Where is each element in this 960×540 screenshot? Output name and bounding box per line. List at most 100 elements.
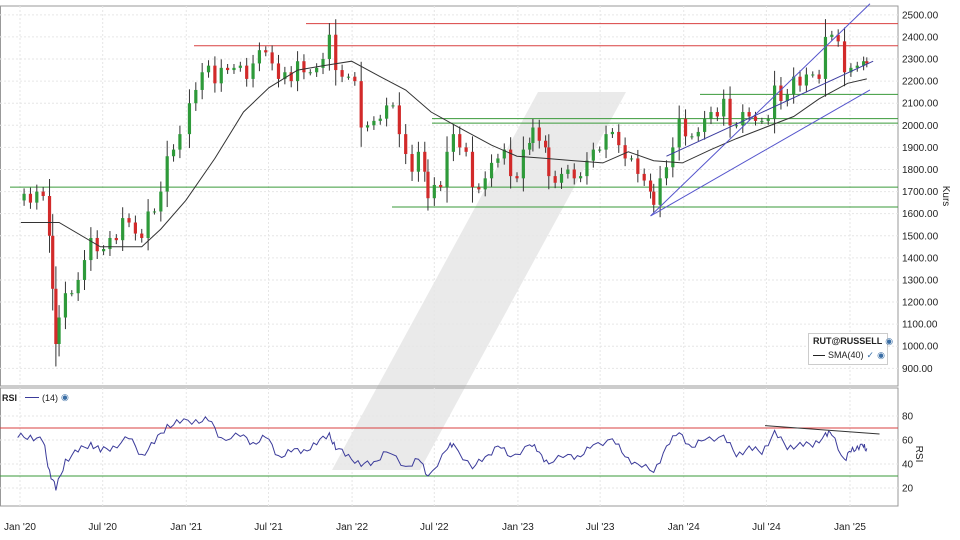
candle-body (690, 136, 694, 138)
candle-body (798, 76, 802, 86)
y-tick-label: 2100.00 (902, 99, 939, 110)
legend-symbol: RUT@RUSSELL (813, 336, 883, 346)
candle-body (28, 193, 33, 203)
candle-body (152, 211, 157, 213)
candle-body (82, 260, 87, 280)
x-tick-label: Jan '20 (4, 522, 36, 533)
y-tick-label: 1900.00 (902, 143, 939, 154)
candle-body (464, 147, 468, 152)
candle-body (804, 74, 808, 86)
candle-body (528, 142, 532, 150)
candle-body (642, 173, 646, 181)
candle-body (553, 176, 557, 183)
trend-channel-line (666, 60, 874, 157)
candle-body (47, 196, 52, 236)
candle-body (385, 105, 389, 119)
y-tick-label: 1100.00 (902, 320, 938, 331)
candle-body (703, 118, 707, 132)
rsi-divergence-line (765, 425, 880, 435)
candle-body (114, 237, 118, 241)
candle-body (426, 171, 430, 199)
candle-body (108, 237, 112, 250)
candle-body (579, 176, 583, 179)
rsi-plot-frame (0, 387, 899, 507)
y-tick-label: 1500.00 (902, 231, 939, 242)
candle-body (766, 118, 770, 121)
rsi-legend-period: (14) (42, 392, 59, 403)
x-tick-label: Jan '22 (336, 522, 368, 533)
candle-body (397, 105, 401, 135)
candle-body (165, 156, 169, 192)
legend-sma: SMA(40) (828, 350, 864, 360)
rsi-y-tick-label: 60 (902, 436, 914, 447)
settings-icon[interactable]: ◉ (61, 392, 69, 402)
candle-body (35, 191, 39, 203)
rsi-swatch (25, 397, 40, 398)
candle-body (544, 140, 548, 148)
candle-body (432, 184, 436, 199)
candle-body (760, 120, 764, 122)
candle-body (509, 149, 513, 177)
candle-body (232, 67, 236, 71)
candle-body (572, 169, 576, 179)
candle-body (547, 147, 551, 177)
candle-body (458, 134, 462, 148)
candle-body (677, 118, 681, 148)
candle-body (658, 178, 662, 205)
candle-body (741, 112, 745, 126)
candle-body (785, 94, 789, 101)
candle-body (219, 67, 223, 84)
candle-body (308, 72, 312, 74)
candle-body (340, 70, 344, 77)
candle-body (264, 50, 268, 53)
x-tick-label: Jul '24 (752, 522, 781, 533)
candle-body (648, 180, 653, 192)
candle-body (502, 149, 506, 159)
candle-body (652, 191, 656, 205)
candle-body (598, 149, 602, 151)
candle-body (327, 34, 331, 60)
candle-body (57, 317, 61, 345)
candle-body (245, 65, 249, 79)
candle-body (41, 191, 45, 196)
candle-body (617, 131, 621, 146)
y-tick-label: 2200.00 (902, 77, 939, 88)
candle-body (591, 149, 595, 161)
candles (22, 19, 869, 367)
y-tick-label: 2400.00 (902, 32, 939, 43)
watermark-logo (332, 92, 626, 470)
candle-body (51, 235, 55, 289)
candle-body (865, 61, 869, 64)
candle-body (779, 85, 783, 101)
candle-body (585, 160, 589, 177)
candle-body (483, 178, 487, 190)
candle-body (206, 65, 211, 73)
candle-body (295, 61, 300, 82)
check-icon[interactable]: ✓ (866, 349, 875, 360)
trend-channel-line (650, 3, 871, 217)
candle-body (187, 103, 192, 135)
candle-body (140, 233, 144, 238)
candle-body (404, 134, 408, 155)
settings-icon[interactable]: ◉ (885, 335, 894, 346)
price-legend: RUT@RUSSELL ◉ SMA(40) ✓ ◉ (808, 333, 893, 365)
candle-body (171, 149, 176, 157)
candle-body (391, 105, 395, 107)
settings-icon[interactable]: ◉ (877, 349, 885, 360)
candle-body (257, 50, 262, 64)
candle-body (70, 293, 74, 295)
x-tick-label: Jan '25 (834, 522, 866, 533)
rsi-y-tick-label: 40 (902, 460, 914, 471)
candle-body (559, 173, 564, 183)
candle-body (200, 72, 204, 90)
candle-body (127, 218, 131, 223)
candle-body (811, 74, 815, 76)
trend-channel-line (650, 89, 871, 217)
candle-body (671, 147, 675, 168)
candle-body (842, 41, 847, 73)
y-tick-label: 1300.00 (902, 275, 939, 286)
candle-body (289, 72, 293, 82)
rsi-legend: RSI (14) ◉ (2, 392, 69, 403)
candle-body (489, 162, 494, 179)
rsi-y-tick-label: 20 (902, 484, 914, 495)
